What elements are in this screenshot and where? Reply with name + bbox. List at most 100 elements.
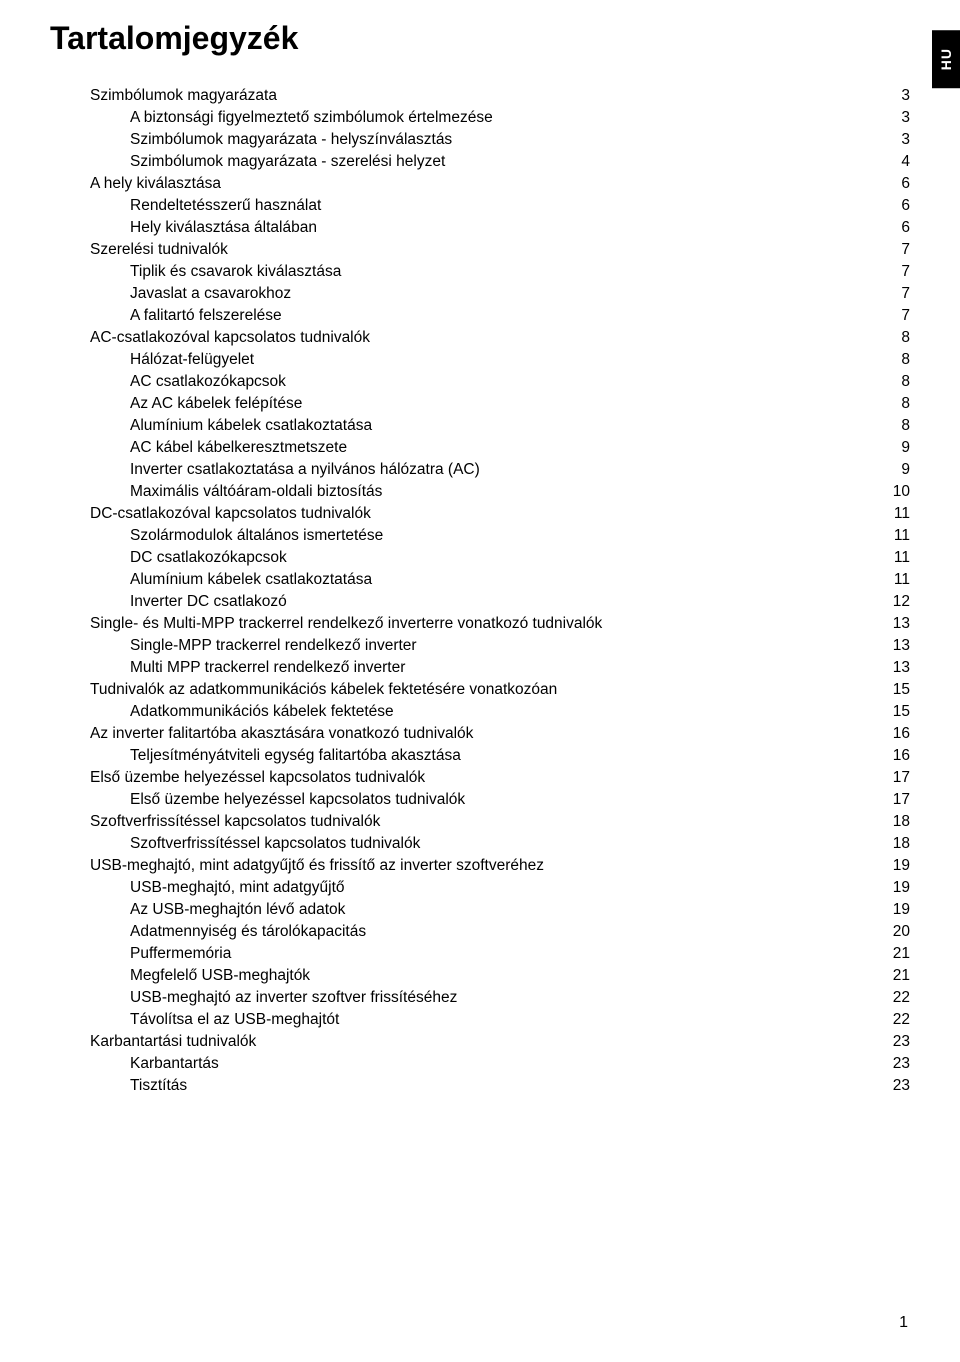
toc-entry-text: Szoftverfrissítéssel kapcsolatos tudniva… [130,833,420,855]
toc-entry-page: 21 [882,965,910,987]
toc-entry-page: 8 [882,415,910,437]
toc-entry: Adatmennyiség és tárolókapacitás 20 [50,921,910,943]
toc-entry-page: 10 [882,481,910,503]
toc-entry-page: 13 [882,635,910,657]
toc-entry: Rendeltetésszerű használat 6 [50,195,910,217]
toc-entry-page: 6 [882,173,910,195]
toc-entry-page: 16 [882,745,910,767]
toc-entry: Szimbólumok magyarázata 3 [50,85,910,107]
toc-entry: AC-csatlakozóval kapcsolatos tudnivalók8 [50,327,910,349]
toc-entry: DC-csatlakozóval kapcsolatos tudnivalók 1… [50,503,910,525]
toc-entry-text: Az AC kábelek felépítése [130,393,302,415]
toc-entry-text: Adatmennyiség és tárolókapacitás [130,921,366,943]
toc-entry-page: 22 [882,1009,910,1031]
toc-entry-text: A falitartó felszerelése [130,305,282,327]
toc-entry-page: 11 [882,525,910,547]
toc-entry-page: 15 [882,701,910,723]
toc-entry-text: Szerelési tudnivalók [90,239,228,261]
toc-entry: Teljesítményátviteli egység falitartóba … [50,745,910,767]
toc-entry-text: Hely kiválasztása általában [130,217,317,239]
toc-entry-page: 11 [882,503,910,525]
page-title: Tartalomjegyzék [50,20,910,57]
toc-entry-text: DC csatlakozókapcsok [130,547,287,569]
toc-entry: Karbantartási tudnivalók23 [50,1031,910,1053]
toc-entry-text: Tisztítás [130,1075,187,1097]
toc-entry-text: Javaslat a csavarokhoz [130,283,291,305]
toc-entry-page: 21 [882,943,910,965]
toc-entry-page: 23 [882,1053,910,1075]
toc-entry: Az inverter falitartóba akasztására vona… [50,723,910,745]
toc-entry-page: 3 [882,107,910,129]
toc-entry-page: 8 [882,349,910,371]
toc-entry: A hely kiválasztása6 [50,173,910,195]
toc-entry: Az AC kábelek felépítése 8 [50,393,910,415]
toc-entry-page: 16 [882,723,910,745]
toc-entry: Alumínium kábelek csatlakoztatása11 [50,569,910,591]
toc-entry-page: 17 [882,767,910,789]
table-of-contents: Szimbólumok magyarázata3A biztonsági fig… [50,85,910,1097]
toc-entry-text: Inverter csatlakoztatása a nyilvános hál… [130,459,480,481]
toc-entry: Megfelelő USB-meghajtók21 [50,965,910,987]
toc-entry: Szoftverfrissítéssel kapcsolatos tudniva… [50,811,910,833]
toc-entry-page: 17 [882,789,910,811]
toc-entry-page: 19 [882,855,910,877]
toc-entry: Szoftverfrissítéssel kapcsolatos tudniva… [50,833,910,855]
toc-entry: Adatkommunikációs kábelek fektetése 15 [50,701,910,723]
page-container: HU Tartalomjegyzék Szimbólumok magyaráza… [0,0,960,1362]
toc-entry: Karbantartás 23 [50,1053,910,1075]
toc-entry: Alumínium kábelek csatlakoztatása 8 [50,415,910,437]
toc-entry-page: 20 [882,921,910,943]
toc-entry-text: DC-csatlakozóval kapcsolatos tudnivalók [90,503,371,525]
toc-entry-page: 8 [882,393,910,415]
toc-entry-page: 13 [882,657,910,679]
toc-entry-page: 9 [882,459,910,481]
toc-entry: Maximális váltóáram-oldali biztosítás 10 [50,481,910,503]
toc-entry: Szerelési tudnivalók7 [50,239,910,261]
toc-entry-text: Multi MPP trackerrel rendelkező inverter [130,657,405,679]
toc-entry-text: Első üzembe helyezéssel kapcsolatos tudn… [130,789,465,811]
toc-entry-text: Szoftverfrissítéssel kapcsolatos tudniva… [90,811,380,833]
toc-entry-text: USB-meghajtó az inverter szoftver frissí… [130,987,457,1009]
toc-entry-page: 6 [882,195,910,217]
toc-entry-page: 23 [882,1031,910,1053]
toc-entry-page: 19 [882,899,910,921]
toc-entry: Single-MPP trackerrel rendelkező inverte… [50,635,910,657]
toc-entry-page: 7 [882,261,910,283]
toc-entry-text: Alumínium kábelek csatlakoztatása [130,415,372,437]
toc-entry: Tisztítás23 [50,1075,910,1097]
toc-entry: Tudnivalók az adatkommunikációs kábelek … [50,679,910,701]
toc-entry-page: 11 [882,569,910,591]
toc-entry-text: Maximális váltóáram-oldali biztosítás [130,481,382,503]
toc-entry: AC kábel kábelkeresztmetszete9 [50,437,910,459]
toc-entry: Inverter DC csatlakozó12 [50,591,910,613]
toc-entry: Első üzembe helyezéssel kapcsolatos tudn… [50,789,910,811]
toc-entry-text: Adatkommunikációs kábelek fektetése [130,701,394,723]
toc-entry-text: Rendeltetésszerű használat [130,195,321,217]
toc-entry-page: 4 [882,151,910,173]
toc-entry-page: 7 [882,305,910,327]
toc-entry-page: 3 [882,85,910,107]
toc-entry-text: Az inverter falitartóba akasztására vona… [90,723,473,745]
toc-entry: Inverter csatlakoztatása a nyilvános hál… [50,459,910,481]
toc-entry: Multi MPP trackerrel rendelkező inverter… [50,657,910,679]
toc-entry: Az USB-meghajtón lévő adatok19 [50,899,910,921]
toc-entry-page: 12 [882,591,910,613]
toc-entry: DC csatlakozókapcsok 11 [50,547,910,569]
page-number: 1 [899,1314,908,1332]
language-tab: HU [932,30,960,88]
toc-entry: Távolítsa el az USB-meghajtót22 [50,1009,910,1031]
toc-entry-page: 18 [882,833,910,855]
toc-entry-page: 11 [882,547,910,569]
toc-entry-page: 19 [882,877,910,899]
toc-entry-text: Szimbólumok magyarázata - szerelési hely… [130,151,445,173]
toc-entry-text: AC-csatlakozóval kapcsolatos tudnivalók [90,327,370,349]
toc-entry-text: Szimbólumok magyarázata [90,85,277,107]
toc-entry-text: Tudnivalók az adatkommunikációs kábelek … [90,679,557,701]
toc-entry-text: USB-meghajtó, mint adatgyűjtő [130,877,345,899]
toc-entry-page: 13 [882,613,910,635]
toc-entry: Javaslat a csavarokhoz7 [50,283,910,305]
toc-entry: Hely kiválasztása általában6 [50,217,910,239]
toc-entry-text: Karbantartás [130,1053,219,1075]
toc-entry-page: 3 [882,129,910,151]
toc-entry: USB-meghajtó, mint adatgyűjtő 19 [50,877,910,899]
